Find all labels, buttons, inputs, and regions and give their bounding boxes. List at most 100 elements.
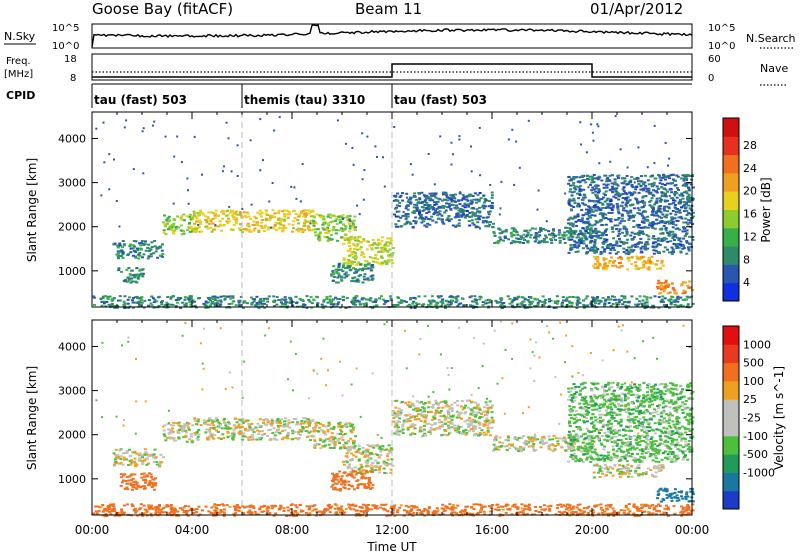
echo-cell [642,263,646,266]
echo-cell [260,436,264,439]
echo-cell [605,184,608,187]
echo-cell [356,484,360,486]
echo-cell [340,236,344,239]
echo-cell [435,427,439,430]
echo-cell [589,232,593,235]
echo-cell [480,412,483,415]
echo-cell [306,418,310,421]
echo-cell [554,234,557,237]
echo-cell [189,435,193,438]
echo-cell [380,240,384,243]
echo-cell [625,183,629,186]
echo-cell [434,412,438,415]
echo-cell [686,178,688,181]
echo-cell [465,214,469,216]
echo-cell [213,214,217,217]
echo-cell [435,203,439,206]
echo-cell [193,433,197,436]
echo-cell [654,190,658,193]
echo-cell [623,198,627,201]
echo-cell [148,480,152,483]
echo-cell [177,421,181,424]
echo-cell [337,266,341,269]
echo-cell [396,199,400,202]
echo-cell [580,209,584,212]
echo-cell [153,245,157,248]
echo-cell [678,194,682,196]
echo-cell [171,226,175,229]
echo-cell [650,205,654,208]
echo-cell [568,198,572,201]
echo-cell [664,222,668,225]
echo-cell [438,425,442,428]
echo-cell [365,450,369,453]
echo-cell [552,306,556,309]
echo-cell [687,286,691,289]
echo-cell [162,429,166,432]
echo-cell [458,412,462,415]
echo-cell [210,211,213,214]
echo-cell [228,422,231,425]
echo-cell [395,424,399,427]
colorbar-tick-label: 24 [743,162,757,175]
echo-cell [431,428,434,431]
echo-cell [281,438,284,441]
echo-cell [450,163,453,166]
echo-cell [592,181,596,184]
echo-cell [366,482,370,485]
echo-cell [669,212,673,215]
echo-cell [487,213,491,216]
echo-cell [263,306,267,309]
echo-cell [409,426,412,429]
echo-cell [276,424,280,427]
nsearch-ytick-top: 10^5 [708,23,735,34]
echo-cell [562,299,565,302]
echo-cell [331,270,335,273]
echo-cell [540,300,544,303]
echo-cell [226,430,230,433]
echo-cell [468,224,472,227]
echo-cell [620,299,624,302]
echo-cell [207,419,211,422]
echo-cell [630,231,634,234]
echo-cell [354,435,358,438]
echo-cell [283,219,287,222]
echo-cell [338,470,342,473]
echo-cell [688,219,692,222]
echo-cell [598,162,601,165]
echo-cell [601,234,605,237]
echo-cell [191,299,195,302]
echo-cell [574,250,578,253]
echo-cell [298,429,302,431]
echo-cell [206,423,210,426]
echo-cell [427,299,431,302]
echo-cell [628,180,632,183]
echo-cell [421,206,425,209]
velocity-heatmap [92,320,695,517]
echo-cell [636,245,640,248]
echo-cell [207,298,211,301]
echo-cell [188,230,192,233]
echo-cell [629,209,633,212]
echo-cell [178,429,182,431]
echo-cell [522,241,525,244]
echo-cell [374,257,377,260]
echo-cell [232,215,236,218]
echo-cell [135,481,139,484]
echo-cell [360,466,364,468]
echo-cell [408,198,412,201]
echo-cell [569,177,573,180]
echo-cell [386,300,390,302]
echo-cell [447,405,451,408]
echo-cell [346,440,350,443]
echo-cell [277,428,280,431]
echo-cell [471,418,475,421]
echo-cell [664,284,668,287]
echo-cell [472,198,476,201]
echo-cell [152,456,156,459]
echo-cell [596,248,600,251]
echo-cell [578,302,582,304]
echo-cell [589,228,593,231]
echo-cell [657,306,661,309]
echo-cell [166,217,170,220]
